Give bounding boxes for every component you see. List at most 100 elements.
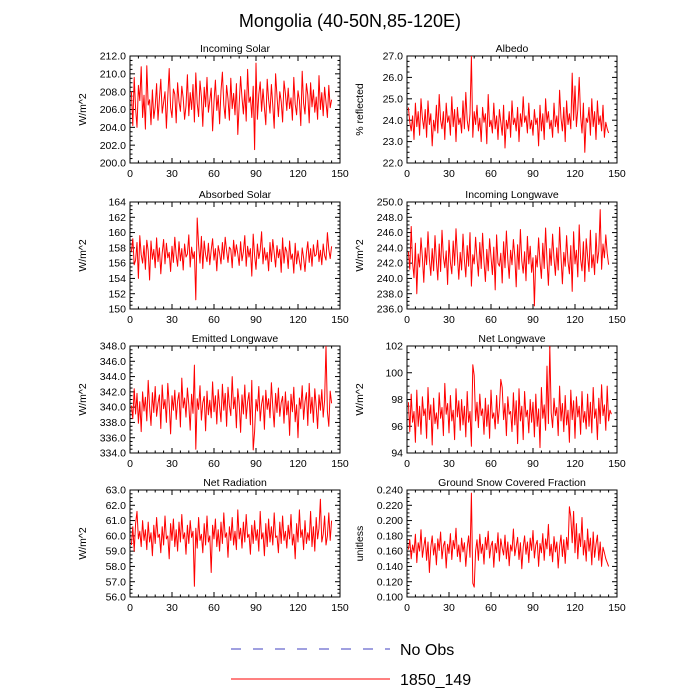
x-tick-label: 30	[166, 168, 178, 180]
y-tick-label: 0.120	[377, 576, 403, 588]
panel-absorbed-solar: Absorbed Solar W/m^2 0 30 60 90 120 150 150 152 15…	[77, 189, 349, 326]
x-tick-label: 0	[127, 458, 133, 470]
x-tick-label: 30	[166, 314, 178, 326]
x-tick-label: 30	[443, 458, 455, 470]
legend: No Obs 1850_149	[231, 642, 471, 689]
y-tick-label: 242.0	[377, 258, 403, 270]
y-tick-label: 58.0	[106, 561, 127, 573]
y-tick-label: 24.0	[383, 115, 404, 127]
x-tick-label: 120	[566, 458, 584, 470]
y-tick-label: 0.200	[377, 515, 403, 527]
x-tick-label: 150	[608, 314, 626, 326]
y-tick-label: 204.0	[100, 122, 126, 134]
y-axis-label: W/m^2	[77, 239, 89, 272]
y-tick-label: 22.0	[383, 158, 404, 170]
y-axis-label: W/m^2	[354, 239, 366, 272]
x-tick-label: 0	[404, 168, 410, 180]
y-tick-label: 344.0	[100, 371, 126, 383]
x-tick-label: 120	[566, 602, 584, 614]
y-axis-label: unitless	[354, 526, 366, 562]
x-tick-label: 60	[208, 314, 220, 326]
x-tick-label: 150	[331, 168, 349, 180]
x-tick-label: 120	[289, 602, 307, 614]
y-tick-label: 59.0	[106, 546, 127, 558]
y-tick-label: 240.0	[377, 273, 403, 285]
x-tick-label: 90	[527, 458, 539, 470]
y-tick-label: 60.0	[106, 530, 127, 542]
series-line-1850-149	[407, 346, 612, 449]
panel-title: Net Radiation	[203, 477, 267, 489]
panel-net-radiation: Net Radiation W/m^2 0 30 60 90 120 150 56.0 57.0 5…	[77, 477, 349, 614]
y-tick-label: 200.0	[100, 158, 126, 170]
y-tick-label: 156	[108, 258, 126, 270]
series-line-1850-149	[130, 346, 333, 451]
y-tick-label: 250.0	[377, 197, 403, 209]
y-tick-label: 23.0	[383, 136, 404, 148]
x-tick-label: 30	[443, 602, 455, 614]
x-tick-label: 60	[485, 602, 497, 614]
x-tick-label: 30	[443, 168, 455, 180]
y-tick-label: 202.0	[100, 140, 126, 152]
x-tick-label: 90	[527, 314, 539, 326]
legend-1850-149-label: 1850_149	[400, 672, 471, 689]
x-tick-label: 90	[250, 168, 262, 180]
y-tick-label: 164	[108, 197, 126, 209]
panel-title: Emitted Longwave	[192, 333, 279, 345]
y-tick-label: 152	[108, 288, 126, 300]
y-tick-label: 98	[391, 394, 403, 406]
x-tick-label: 30	[166, 458, 178, 470]
y-tick-label: 25.0	[383, 93, 404, 105]
y-tick-label: 0.220	[377, 500, 403, 512]
y-tick-label: 346.0	[100, 356, 126, 368]
x-tick-label: 120	[289, 458, 307, 470]
y-tick-label: 27.0	[383, 51, 404, 63]
y-tick-label: 338.0	[100, 417, 126, 429]
y-tick-label: 210.0	[100, 68, 126, 80]
y-tick-label: 160	[108, 227, 126, 239]
y-tick-label: 208.0	[100, 86, 126, 98]
y-tick-label: 150	[108, 304, 126, 316]
panel-albedo: Albedo % reflected 0 30 60 90 120 150 22.0 23.0 24…	[354, 43, 626, 180]
y-axis-label: W/m^2	[77, 383, 89, 416]
panel-title: Absorbed Solar	[199, 189, 272, 201]
y-tick-label: 340.0	[100, 402, 126, 414]
series-line-1850-149	[407, 209, 610, 307]
x-tick-label: 0	[127, 168, 133, 180]
y-tick-label: 158	[108, 242, 126, 254]
panel-title: Albedo	[496, 43, 529, 55]
y-tick-label: 342.0	[100, 386, 126, 398]
legend-no-obs-label: No Obs	[400, 642, 454, 659]
panel-title: Incoming Longwave	[465, 189, 559, 201]
panels: Incoming Solar W/m^2 0 30 60 90 120 150 200.0 202…	[77, 43, 626, 614]
y-tick-label: 336.0	[100, 432, 126, 444]
y-tick-label: 246.0	[377, 227, 403, 239]
x-tick-label: 150	[608, 602, 626, 614]
y-tick-label: 348.0	[100, 341, 126, 353]
y-tick-label: 100	[385, 367, 403, 379]
x-tick-label: 0	[404, 602, 410, 614]
y-tick-label: 94	[391, 448, 403, 460]
y-axis-label: W/m^2	[354, 383, 366, 416]
x-tick-label: 120	[566, 314, 584, 326]
y-tick-label: 56.0	[106, 592, 127, 604]
y-tick-label: 0.140	[377, 561, 403, 573]
y-tick-label: 154	[108, 273, 126, 285]
x-tick-label: 90	[527, 168, 539, 180]
x-tick-label: 150	[608, 458, 626, 470]
y-tick-label: 238.0	[377, 288, 403, 300]
x-tick-label: 90	[250, 602, 262, 614]
x-tick-label: 60	[485, 314, 497, 326]
x-tick-label: 30	[166, 602, 178, 614]
y-tick-label: 212.0	[100, 51, 126, 63]
x-tick-label: 30	[443, 314, 455, 326]
x-tick-label: 90	[250, 458, 262, 470]
x-tick-label: 150	[608, 168, 626, 180]
x-tick-label: 0	[404, 458, 410, 470]
series-line-1850-149	[130, 62, 333, 151]
x-tick-label: 60	[485, 458, 497, 470]
y-tick-label: 244.0	[377, 242, 403, 254]
y-tick-label: 62.0	[106, 500, 127, 512]
series-line-1850-149	[407, 492, 610, 588]
y-tick-label: 0.180	[377, 530, 403, 542]
